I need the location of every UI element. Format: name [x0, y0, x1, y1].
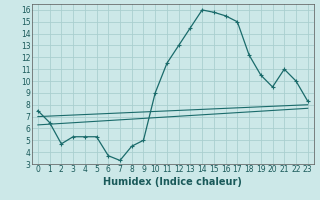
X-axis label: Humidex (Indice chaleur): Humidex (Indice chaleur)	[103, 177, 242, 187]
